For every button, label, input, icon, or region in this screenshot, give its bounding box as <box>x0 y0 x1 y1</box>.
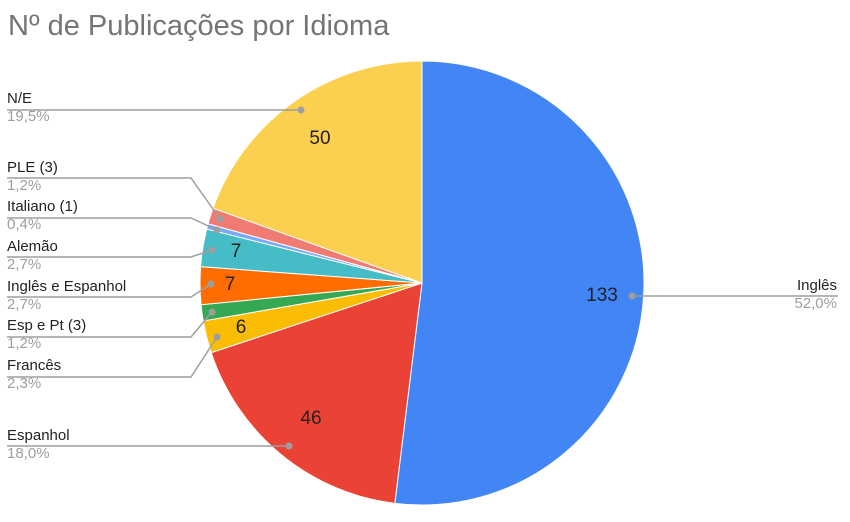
leader-dot <box>207 280 215 288</box>
label-percent: 18,0% <box>7 445 50 462</box>
pie-slice-ingl-s[interactable] <box>394 60 645 506</box>
value-alemao: 7 <box>230 241 242 262</box>
leader-line <box>7 283 212 298</box>
label-name: Inglês <box>796 277 837 294</box>
label-esp-e-pt: Esp e Pt (3) 1,2% <box>7 317 86 353</box>
leader-dot <box>216 215 224 223</box>
leader-line <box>7 311 213 338</box>
label-percent: 19,5% <box>7 108 50 125</box>
value-ingles-e-espanhol: 7 <box>224 274 236 295</box>
leader-dot <box>297 106 305 114</box>
label-percent: 2,7% <box>7 256 42 273</box>
chart-title: Nº de Publicações por Idioma <box>8 10 390 42</box>
label-name: Italiano (1) <box>7 198 78 215</box>
label-frances: Francês 2,3% <box>7 357 61 393</box>
leader-dot <box>285 442 293 450</box>
label-name: Alemão <box>7 238 58 255</box>
label-name: Francês <box>7 357 62 374</box>
label-percent: 2,3% <box>7 375 42 392</box>
label-name: Espanhol <box>7 427 70 444</box>
label-percent: 1,2% <box>7 335 42 352</box>
label-percent: 52,0% <box>794 295 837 312</box>
label-percent: 2,7% <box>7 296 42 313</box>
leader-line <box>7 177 221 220</box>
leader-dot <box>628 292 636 300</box>
label-alemao: Alemão 2,7% <box>7 238 58 274</box>
label-ingles: Inglês 52,0% <box>794 277 837 313</box>
label-ple: PLE (3) 1,2% <box>7 159 58 195</box>
pie-slice-espanhol[interactable] <box>210 282 423 504</box>
label-name: PLE (3) <box>7 159 58 176</box>
value-ne: 50 <box>309 128 331 149</box>
value-frances: 6 <box>235 317 247 338</box>
label-espanhol: Espanhol 18,0% <box>7 427 70 463</box>
value-ingles: 133 <box>586 285 618 306</box>
label-name: Inglês e Espanhol <box>7 278 127 295</box>
value-espanhol: 46 <box>300 408 322 429</box>
leader-dot <box>208 246 216 254</box>
label-name: N/E <box>7 90 33 107</box>
label-italiano: Italiano (1) 0,4% <box>7 198 78 234</box>
label-percent: 0,4% <box>7 216 42 233</box>
label-ingles-e-espanhol: Inglês e Espanhol 2,7% <box>7 278 126 314</box>
leader-line <box>7 217 218 231</box>
leader-dot <box>208 308 216 316</box>
leader-dot <box>213 226 221 234</box>
leader-line <box>7 249 213 258</box>
leader-line <box>7 336 218 378</box>
label-ne: N/E 19,5% <box>7 90 50 126</box>
leader-dot <box>213 333 221 341</box>
label-name: Esp e Pt (3) <box>7 317 87 334</box>
label-percent: 1,2% <box>7 177 42 194</box>
pie-slice-n-e[interactable] <box>212 60 423 284</box>
